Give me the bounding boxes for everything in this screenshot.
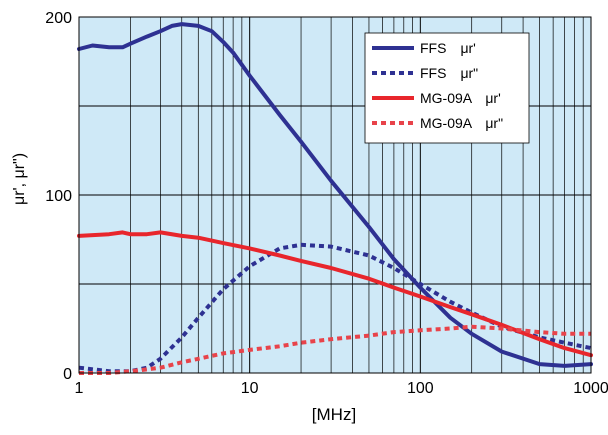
x-tick-label: 100 — [407, 380, 434, 397]
x-tick-label: 10 — [241, 380, 259, 397]
series-line-1 — [77, 22, 593, 368]
legend: FFS μr' FFS μr" MG-09A μr' MG-09A μr" — [364, 32, 530, 144]
plot-frame — [78, 16, 592, 374]
legend-label-2: FFS μr" — [420, 65, 478, 81]
y-tick-label: 100 — [45, 188, 72, 205]
tick-layer: 1 10 100 1000 0 100 200 — [45, 10, 608, 397]
legend-label-1: FFS μr' — [420, 40, 476, 56]
y-tick-label: 0 — [63, 366, 72, 383]
legend-label-4: MG-09A μr" — [420, 115, 503, 131]
x-tick-label: 1 — [75, 380, 84, 397]
x-tick-label: 1000 — [573, 380, 608, 397]
series-line-4 — [79, 324, 591, 375]
series-layer — [77, 22, 593, 375]
series-line-3 — [77, 230, 593, 358]
x-axis-label: [MHz] — [312, 405, 356, 424]
y-tick-label: 200 — [45, 10, 72, 27]
legend-label-3: MG-09A μr' — [420, 90, 501, 106]
y-axis-label: μr', μr") — [11, 153, 28, 205]
